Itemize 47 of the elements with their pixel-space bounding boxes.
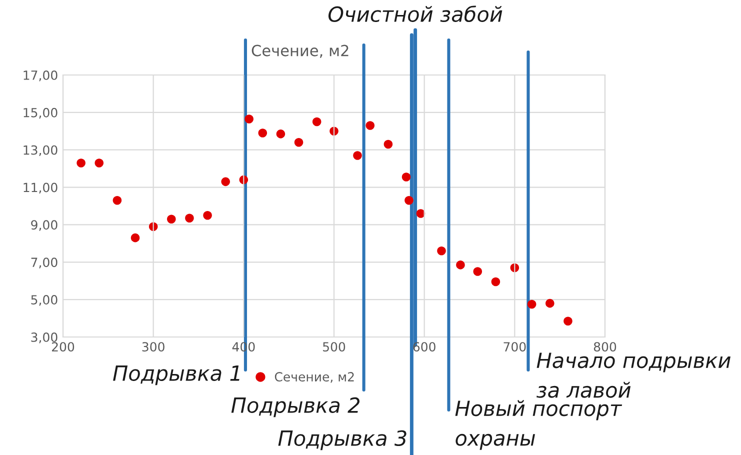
y-tick-label: 11,00 — [24, 182, 58, 194]
point — [404, 196, 414, 205]
point — [276, 130, 286, 138]
ref-line-label: Подрывка 3 — [278, 430, 406, 450]
ref-line-label: Очистной забой — [328, 6, 502, 22]
y-tick-label: 7,00 — [31, 258, 58, 268]
x-tick-label: 200 — [52, 342, 74, 352]
x-tick-label: 500 — [323, 342, 346, 352]
point — [130, 233, 140, 242]
y-tick-label: 5,00 — [31, 295, 58, 306]
ref-line-label: Подрывка 1 — [113, 366, 240, 386]
point — [416, 209, 426, 218]
point — [564, 316, 572, 326]
point — [491, 277, 500, 286]
point — [527, 300, 536, 309]
ref-line-label: Подрывка 2 — [231, 397, 360, 418]
point — [473, 267, 482, 276]
point — [402, 172, 411, 182]
x-tick-label: 300 — [142, 342, 164, 352]
point — [76, 158, 86, 168]
legend-label: Сечение, м2 — [274, 372, 354, 383]
point — [221, 177, 230, 186]
y-tick-label: 13,00 — [24, 145, 58, 156]
x-tick-label: 800 — [594, 342, 616, 352]
point — [312, 117, 322, 126]
point — [167, 214, 176, 224]
point — [294, 138, 304, 147]
point — [437, 246, 446, 256]
point — [203, 210, 212, 220]
y-tick-label: 3,00 — [31, 332, 58, 344]
y-tick-label: 17,00 — [24, 70, 58, 82]
point — [185, 214, 194, 223]
y-tick-label: 9,00 — [31, 220, 58, 231]
point — [366, 121, 375, 130]
chart-title: Сечение, м2 — [252, 44, 348, 58]
point — [546, 298, 554, 308]
ref-line-label: Начало подрывки за лавой — [536, 352, 730, 398]
point — [244, 114, 254, 124]
point — [384, 140, 393, 149]
point — [353, 151, 362, 160]
point — [456, 260, 465, 270]
ref-line-label: Новый поспорт охраны — [455, 400, 622, 450]
y-tick-label: 15,00 — [24, 108, 58, 119]
point — [112, 196, 122, 205]
point — [258, 128, 268, 138]
point — [94, 158, 104, 168]
x-tick-label: 700 — [504, 342, 526, 352]
